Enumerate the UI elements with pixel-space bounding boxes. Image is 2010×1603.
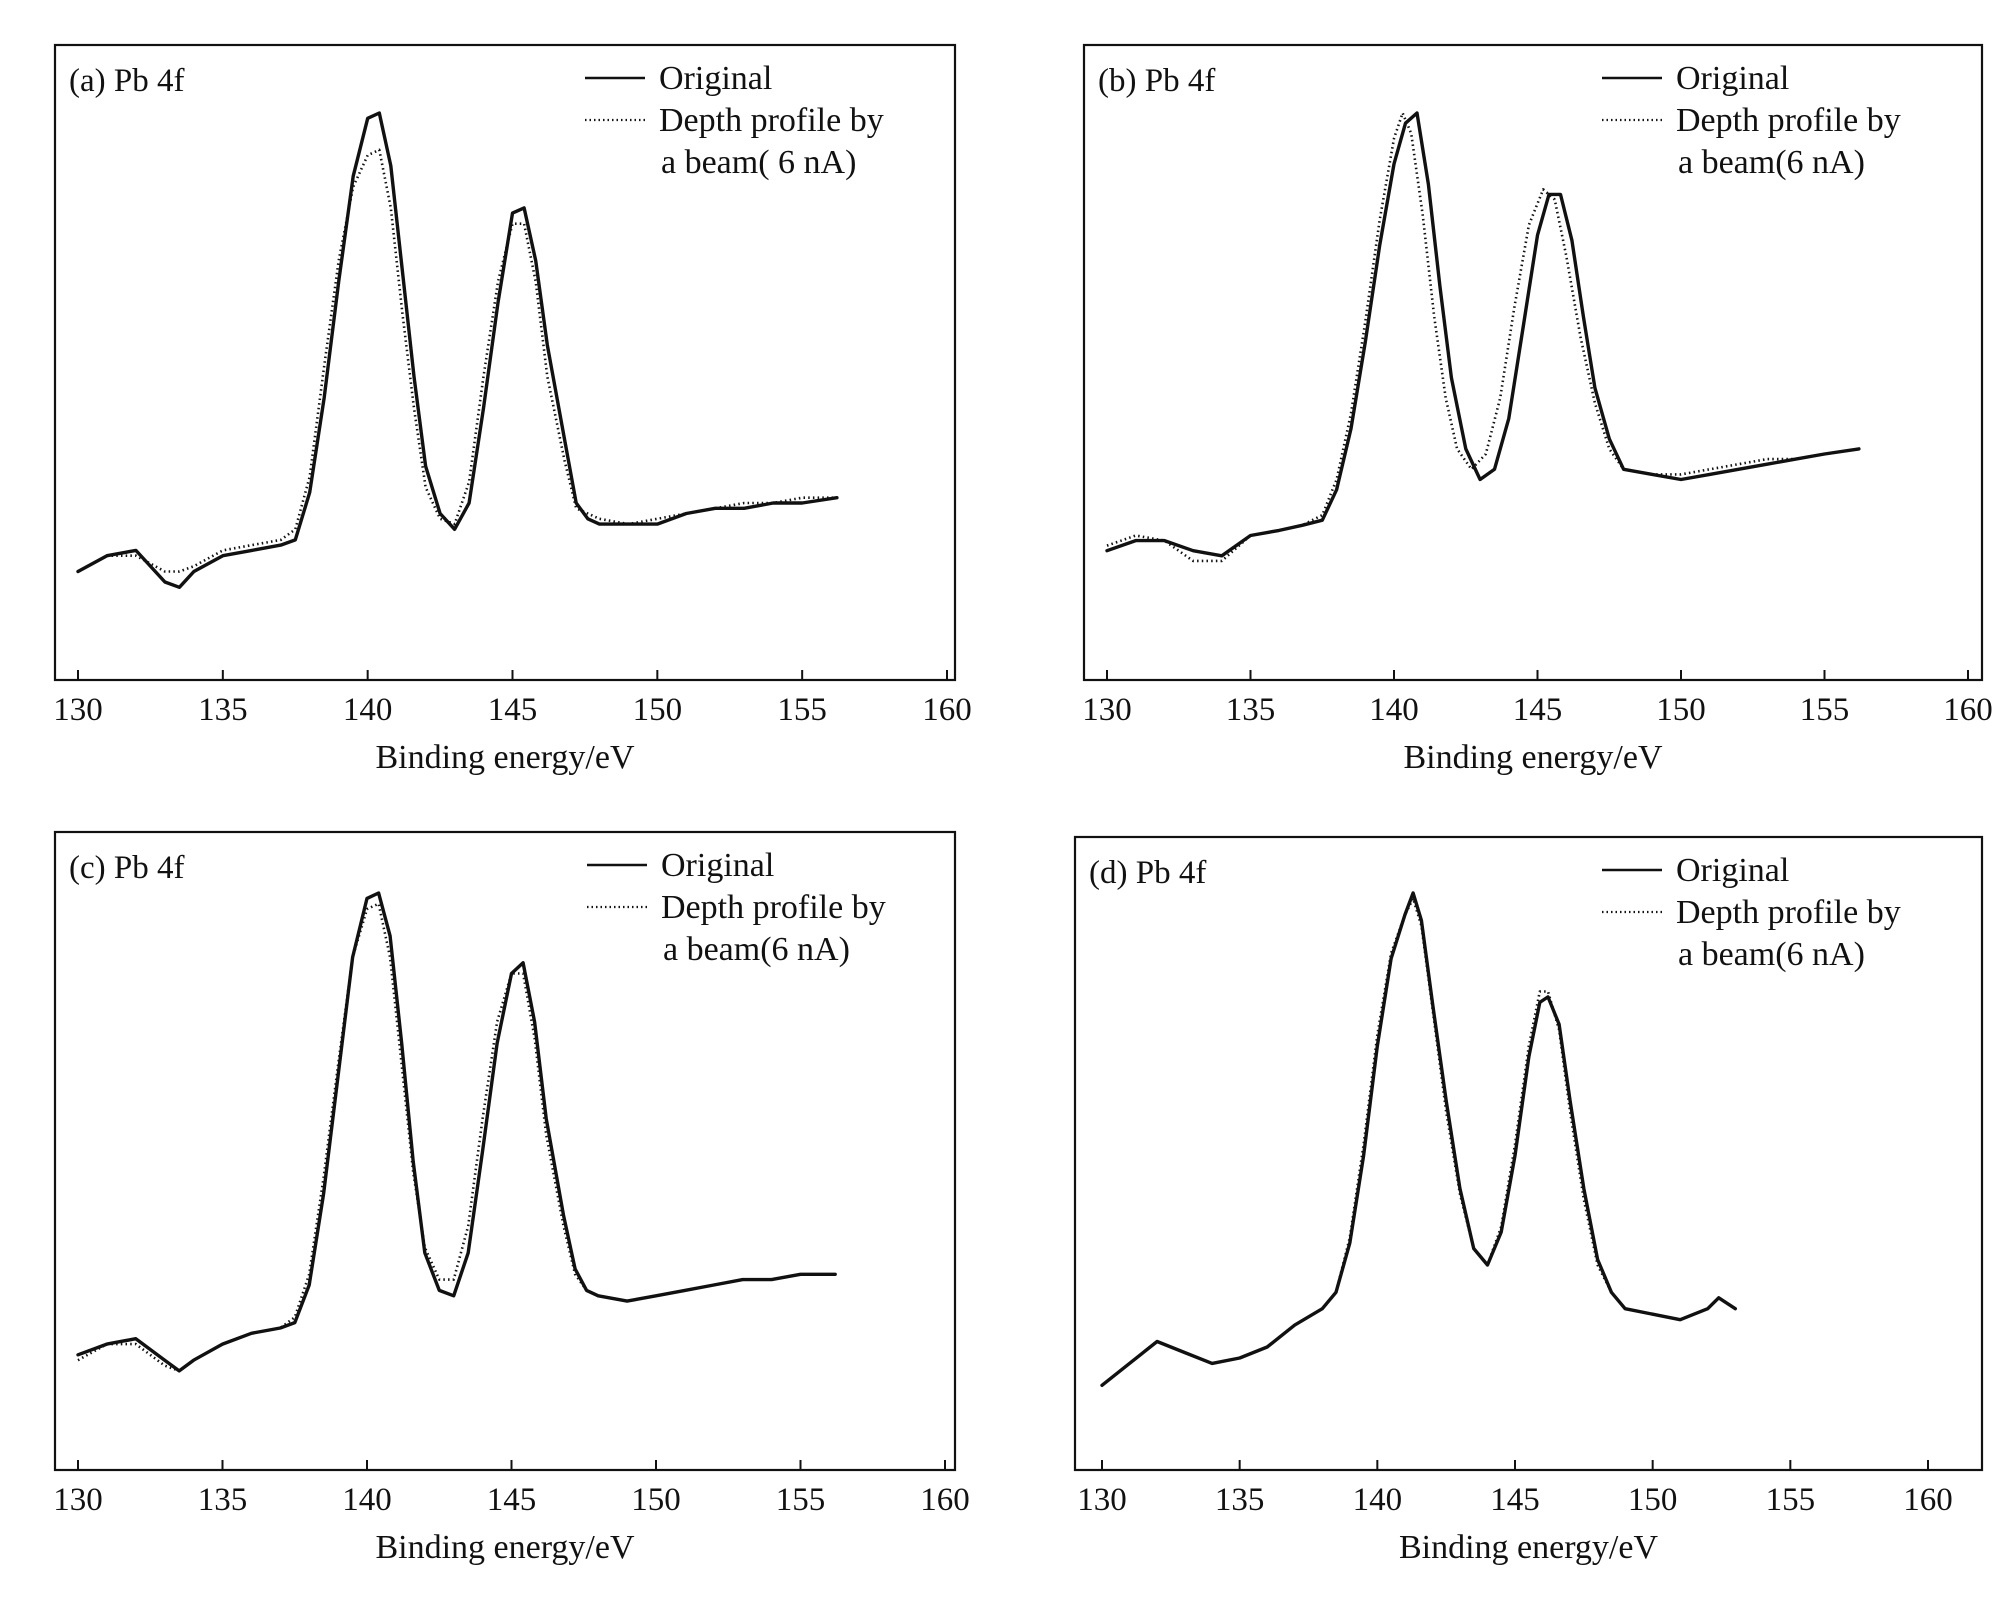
series-line-original xyxy=(76,891,837,1373)
legend-entry-beam: a beam( 6 nA) xyxy=(661,144,856,181)
x-tick-label: 160 xyxy=(1903,1482,1953,1518)
panel-label: (b) Pb 4f xyxy=(1098,63,1215,99)
x-tick-label: 135 xyxy=(198,692,248,728)
series-line-original xyxy=(76,111,839,589)
x-tick-label: 140 xyxy=(1353,1482,1403,1518)
series-line-depth-profile xyxy=(1106,111,1860,563)
x-axis-label: Binding energy/eV xyxy=(1399,1529,1658,1566)
legend-entry-beam: a beam(6 nA) xyxy=(663,931,850,968)
x-tick-label: 135 xyxy=(198,1482,248,1518)
x-tick-label: 155 xyxy=(1766,1482,1816,1518)
x-tick-label: 150 xyxy=(1656,692,1706,728)
panel-d: 130 135 140 145 150 155 160 Binding energy/eV (d… xyxy=(1073,835,1984,1566)
legend-entry-depth-profile: Depth profile by xyxy=(1676,894,1901,931)
x-tick-label: 160 xyxy=(920,1482,970,1518)
legend-entry-depth-profile: Depth profile by xyxy=(1676,102,1901,139)
legend-entry-original: Original xyxy=(1676,60,1789,97)
legend-entry-beam: a beam(6 nA) xyxy=(1678,936,1865,973)
x-tick-label: 130 xyxy=(53,692,103,728)
x-tick-label: 155 xyxy=(776,1482,826,1518)
panel-c: 130 135 140 145 150 155 160 Binding energy/eV (c… xyxy=(53,830,970,1566)
x-tick-label: 130 xyxy=(53,1482,103,1518)
x-axis-label: Binding energy/eV xyxy=(1403,739,1662,776)
x-tick-label: 150 xyxy=(631,1482,681,1518)
x-tick-label: 155 xyxy=(777,692,827,728)
x-tick-label: 140 xyxy=(343,692,393,728)
plot-frame xyxy=(53,43,957,682)
panel-label: (d) Pb 4f xyxy=(1089,855,1206,891)
series-line-depth-profile xyxy=(77,902,836,1373)
legend-entry-original: Original xyxy=(661,847,774,884)
x-tick-label: 140 xyxy=(342,1482,392,1518)
x-tick-label: 145 xyxy=(487,1482,537,1518)
x-tick-label: 160 xyxy=(922,692,972,728)
panel-b: 130 135 140 145 150 155 160 Binding energy/eV (b… xyxy=(1082,43,1993,776)
legend-entry-depth-profile: Depth profile by xyxy=(659,102,884,139)
x-tick-label: 135 xyxy=(1215,1482,1265,1518)
x-tick-label: 145 xyxy=(488,692,538,728)
x-tick-label: 160 xyxy=(1943,692,1993,728)
x-tick-label: 140 xyxy=(1369,692,1419,728)
legend-entry-beam: a beam(6 nA) xyxy=(1678,144,1865,181)
x-tick-label: 135 xyxy=(1226,692,1276,728)
x-tick-label: 155 xyxy=(1800,692,1850,728)
plot-frame xyxy=(1082,43,1984,682)
x-tick-label: 150 xyxy=(1628,1482,1678,1518)
x-axis-label: Binding energy/eV xyxy=(375,1529,634,1566)
x-axis-label: Binding energy/eV xyxy=(375,739,634,776)
panel-label: (c) Pb 4f xyxy=(69,850,184,886)
series-line-original xyxy=(1100,891,1738,1388)
x-tick-label: 130 xyxy=(1077,1482,1127,1518)
plot-frame xyxy=(53,830,957,1472)
x-tick-label: 150 xyxy=(633,692,683,728)
panel-a: 130 135 140 145 150 155 160 Binding energy/eV (a… xyxy=(53,43,972,776)
x-tick-label: 145 xyxy=(1513,692,1563,728)
x-tick-label: 130 xyxy=(1082,692,1132,728)
legend-entry-original: Original xyxy=(659,60,772,97)
legend-entry-depth-profile: Depth profile by xyxy=(661,889,886,926)
panel-label: (a) Pb 4f xyxy=(69,63,184,99)
x-tick-label: 145 xyxy=(1490,1482,1540,1518)
legend-entry-original: Original xyxy=(1676,852,1789,889)
series-line-depth-profile xyxy=(77,148,837,573)
plot-frame xyxy=(1073,835,1984,1472)
series-line-depth-profile xyxy=(1101,897,1737,1387)
